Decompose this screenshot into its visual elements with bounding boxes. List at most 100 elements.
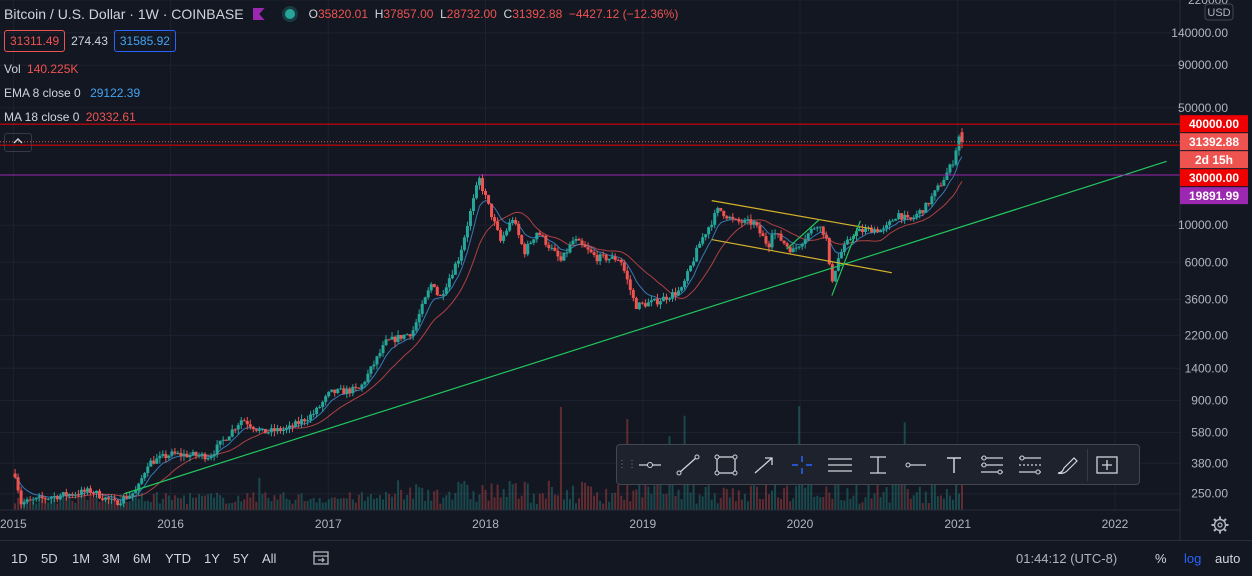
- volume-bar: [276, 499, 279, 510]
- volume-bar: [831, 498, 834, 510]
- volume-bar: [813, 496, 816, 510]
- percent-scale-toggle[interactable]: %: [1155, 551, 1167, 566]
- candle-body: [456, 260, 460, 264]
- clock-timezone[interactable]: 01:44:12 (UTC-8): [1016, 551, 1118, 566]
- volume-bar: [35, 503, 38, 510]
- candle-body: [517, 223, 521, 236]
- candle-body: [257, 429, 261, 431]
- candle-body: [779, 233, 783, 241]
- text-icon[interactable]: [936, 449, 972, 481]
- volume-bar: [822, 497, 825, 510]
- bottom-toolbar: 1D 5D 1M 3M 6M YTD 1Y 5Y All 01:44:12 (U…: [0, 540, 1252, 576]
- range-6m[interactable]: 6M: [133, 551, 152, 566]
- price-label-box: [1180, 151, 1248, 169]
- range-1d[interactable]: 1D: [11, 551, 28, 566]
- volume-bar: [176, 497, 179, 510]
- volume-bar: [722, 487, 725, 510]
- range-ytd[interactable]: YTD: [165, 551, 191, 566]
- candle-body: [64, 492, 68, 496]
- candle-body: [652, 298, 656, 301]
- range-1m[interactable]: 1M: [72, 551, 91, 566]
- candle-body: [797, 246, 801, 248]
- collapse-legend-button[interactable]: [4, 133, 32, 152]
- volume-bar: [933, 484, 936, 510]
- candle-body: [131, 493, 135, 496]
- candle-body: [722, 210, 726, 217]
- candle-body: [306, 420, 310, 422]
- anchored-text-icon[interactable]: [860, 449, 896, 481]
- volume-bar: [164, 493, 167, 510]
- object-tree-icon[interactable]: [1089, 449, 1125, 481]
- buy-button[interactable]: 31585.92: [113, 30, 176, 52]
- candle-body: [167, 455, 171, 458]
- volume-bar: [315, 502, 318, 510]
- candle-body: [927, 202, 931, 205]
- trendline: [786, 219, 820, 250]
- time-tick-label: 2015: [0, 517, 27, 531]
- candle-body: [25, 499, 29, 503]
- volume-bar: [330, 497, 333, 510]
- candle-body: [245, 420, 249, 425]
- volume-bar: [240, 501, 243, 510]
- volume-bar: [867, 484, 870, 510]
- candle-body: [91, 492, 95, 494]
- candle-body: [76, 494, 80, 496]
- candle-body: [499, 229, 503, 241]
- volume-bar: [137, 498, 140, 510]
- sell-button[interactable]: 31311.49: [4, 30, 66, 52]
- indicator-volume[interactable]: Vol 140.225K: [4, 62, 78, 76]
- volume-bar: [475, 501, 478, 510]
- auto-scale-toggle[interactable]: auto: [1215, 551, 1241, 566]
- horizontal-line-icon[interactable]: [898, 449, 934, 481]
- horizontal-ray-icon[interactable]: [632, 449, 668, 481]
- volume-bar: [182, 495, 185, 510]
- candle-body: [550, 247, 554, 249]
- drag-handle-icon[interactable]: ⋮⋮: [617, 459, 637, 470]
- log-scale-toggle[interactable]: log: [1184, 551, 1202, 566]
- symbol-title[interactable]: Bitcoin / U.S. Dollar · 1W · COINBASE: [4, 6, 244, 22]
- volume-bar: [442, 497, 445, 510]
- range-3m[interactable]: 3M: [102, 551, 121, 566]
- volume-bar: [792, 498, 795, 510]
- indicator-ema[interactable]: EMA 8 close 0 29122.39: [4, 86, 140, 100]
- candle-body: [19, 490, 23, 505]
- flag-icon[interactable]: [252, 8, 265, 20]
- parallel-channel-icon[interactable]: [822, 449, 858, 481]
- candle-body: [405, 334, 409, 336]
- crosshair-icon[interactable]: [784, 449, 820, 481]
- range-all[interactable]: All: [262, 551, 277, 566]
- volume-bar: [758, 498, 761, 510]
- calendar-range-icon[interactable]: [312, 549, 330, 567]
- candle-body: [785, 243, 789, 247]
- long-position-icon[interactable]: [974, 449, 1010, 481]
- candle-body: [423, 297, 427, 304]
- range-5d[interactable]: 5D: [41, 551, 58, 566]
- candle-body: [242, 420, 246, 422]
- settings-gear-icon[interactable]: [1211, 516, 1229, 534]
- candle-body: [719, 207, 723, 211]
- candle-body: [788, 246, 792, 253]
- rectangle-icon[interactable]: [708, 449, 744, 481]
- indicator-ma[interactable]: MA 18 close 0 20332.61: [4, 110, 136, 124]
- candle-body: [161, 454, 165, 456]
- volume-bar: [499, 497, 502, 510]
- arrow-icon[interactable]: [746, 449, 782, 481]
- volume-bar: [47, 502, 50, 510]
- candle-body: [776, 233, 780, 235]
- range-5y[interactable]: 5Y: [233, 551, 249, 566]
- volume-bar: [496, 484, 499, 510]
- price-label-text: 40000.00: [1189, 117, 1239, 131]
- candle-body: [879, 229, 883, 233]
- candle-body: [375, 356, 379, 365]
- volume-bar: [170, 499, 173, 510]
- volume-bar: [318, 498, 321, 510]
- volume-bar: [375, 498, 378, 510]
- brush-icon[interactable]: [1050, 449, 1086, 481]
- volume-bar: [484, 489, 487, 510]
- candle-body: [643, 303, 647, 307]
- short-position-icon[interactable]: [1012, 449, 1048, 481]
- trendline-icon[interactable]: [670, 449, 706, 481]
- range-1y[interactable]: 1Y: [204, 551, 220, 566]
- candle-body: [764, 236, 768, 244]
- volume-bar: [231, 502, 234, 510]
